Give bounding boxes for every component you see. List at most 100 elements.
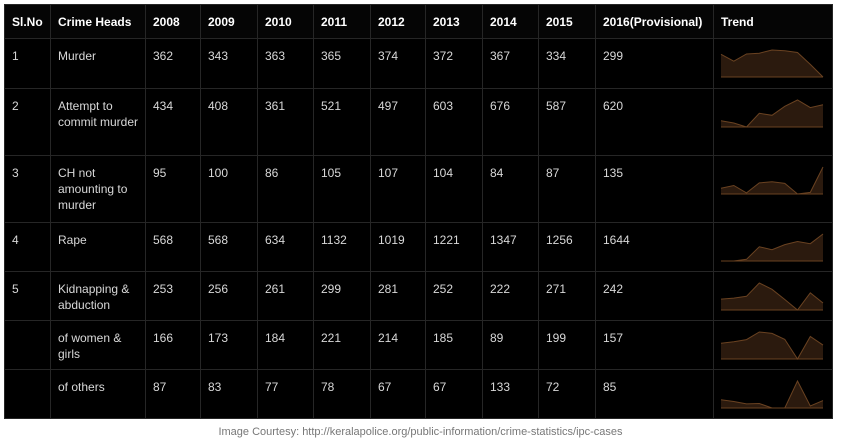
value-cell: 1019 <box>370 222 426 272</box>
sparkline <box>720 331 824 360</box>
value-cell: 173 <box>200 320 258 370</box>
value-cell: 1132 <box>313 222 371 272</box>
value-cell: 343 <box>200 38 258 89</box>
value-cell: 107 <box>370 155 426 223</box>
serial-cell <box>4 320 51 370</box>
value-cell: 362 <box>145 38 201 89</box>
header-cell: Crime Heads <box>50 4 146 39</box>
value-cell: 87 <box>145 369 201 419</box>
value-cell: 1221 <box>425 222 483 272</box>
table-row: of others 87 83 77 78 67 67 133 72 85 <box>4 369 833 419</box>
value-cell: 634 <box>257 222 314 272</box>
trend <box>713 320 833 370</box>
table-row: 3 CH not amounting to murder 95 100 86 105 107… <box>4 155 833 223</box>
value-cell: 334 <box>538 38 596 89</box>
header-cell: 2015 <box>538 4 596 39</box>
value-cell: 199 <box>538 320 596 370</box>
header-row: Sl.No Crime Heads 2008 2009 2010 2011 2012 2013… <box>4 4 833 39</box>
value-cell: 374 <box>370 38 426 89</box>
value-cell: 521 <box>313 88 371 156</box>
value-cell: 87 <box>538 155 596 223</box>
crime-head-cell: Attempt to commit murder <box>50 88 146 156</box>
value-cell: 133 <box>482 369 539 419</box>
trend <box>713 38 833 89</box>
value-cell: 568 <box>200 222 258 272</box>
header-cell: 2009 <box>200 4 258 39</box>
value-cell: 242 <box>595 271 714 321</box>
value-cell: 85 <box>595 369 714 419</box>
crime-head-cell: Kidnapping & abduction <box>50 271 146 321</box>
header-cell: Trend <box>713 4 833 39</box>
value-cell: 72 <box>538 369 596 419</box>
header-cell: 2013 <box>425 4 483 39</box>
crime-head-cell: Rape <box>50 222 146 272</box>
sparkline-line <box>720 166 824 195</box>
sparkline-area <box>721 381 823 408</box>
value-cell: 603 <box>425 88 483 156</box>
crime-head-cell: CH not amounting to murder <box>50 155 146 223</box>
value-cell: 1347 <box>482 222 539 272</box>
value-cell: 363 <box>257 38 314 89</box>
value-cell: 135 <box>595 155 714 223</box>
sparkline-area <box>721 100 823 127</box>
value-cell: 281 <box>370 271 426 321</box>
value-cell: 166 <box>145 320 201 370</box>
value-cell: 676 <box>482 88 539 156</box>
value-cell: 271 <box>538 271 596 321</box>
serial-cell: 1 <box>4 38 51 89</box>
value-cell: 157 <box>595 320 714 370</box>
crime-head-cell: of others <box>50 369 146 419</box>
value-cell: 367 <box>482 38 539 89</box>
sparkline <box>720 282 824 311</box>
sparkline <box>720 166 824 195</box>
sparkline <box>720 379 824 409</box>
sparkline <box>720 99 824 128</box>
value-cell: 221 <box>313 320 371 370</box>
serial-cell: 2 <box>4 88 51 156</box>
value-cell: 361 <box>257 88 314 156</box>
sparkline <box>721 233 824 262</box>
value-cell: 104 <box>425 155 483 223</box>
value-cell: 84 <box>482 155 539 223</box>
table-row: 1 Murder 362 343 363 365 374 372 367 334 299 <box>4 38 833 89</box>
crime-head-cell: of women & girls <box>50 320 146 370</box>
value-cell: 497 <box>370 88 426 156</box>
value-cell: 1644 <box>595 222 714 272</box>
header-cell: 2011 <box>313 4 371 39</box>
sparkline-line <box>721 233 824 262</box>
sparkline-area <box>721 332 823 359</box>
trend <box>713 369 833 419</box>
serial-cell: 4 <box>4 222 51 272</box>
value-cell: 86 <box>257 155 314 223</box>
value-cell: 222 <box>482 271 539 321</box>
value-cell: 185 <box>425 320 483 370</box>
serial-cell <box>4 369 51 419</box>
value-cell: 299 <box>595 38 714 89</box>
value-cell: 434 <box>145 88 201 156</box>
sparkline-line <box>720 49 824 78</box>
header-cell: Sl.No <box>4 4 51 39</box>
value-cell: 372 <box>425 38 483 89</box>
sparkline-area <box>721 283 823 310</box>
trend <box>713 271 833 321</box>
sparkline-area <box>721 234 823 261</box>
header-cell: 2016(Provisional) <box>595 4 714 39</box>
table-row: 4 Rape 568 568 634 1132 1019 1221 1347 1256 1644 <box>4 222 833 272</box>
header-cell: 2008 <box>145 4 201 39</box>
value-cell: 105 <box>313 155 371 223</box>
sparkline-line <box>720 331 824 360</box>
value-cell: 184 <box>257 320 314 370</box>
header-cell: 2014 <box>482 4 539 39</box>
table-row: 2 Attempt to commit murder 434 408 361 521 497… <box>4 88 833 156</box>
value-cell: 100 <box>200 155 258 223</box>
value-cell: 620 <box>595 88 714 156</box>
value-cell: 256 <box>200 271 258 321</box>
value-cell: 77 <box>257 369 314 419</box>
value-cell: 299 <box>313 271 371 321</box>
value-cell: 568 <box>145 222 201 272</box>
table-row: of women & girls 166 173 184 221 214 185 89 199 1… <box>4 320 833 370</box>
value-cell: 89 <box>482 320 539 370</box>
value-cell: 78 <box>313 369 371 419</box>
value-cell: 67 <box>370 369 426 419</box>
